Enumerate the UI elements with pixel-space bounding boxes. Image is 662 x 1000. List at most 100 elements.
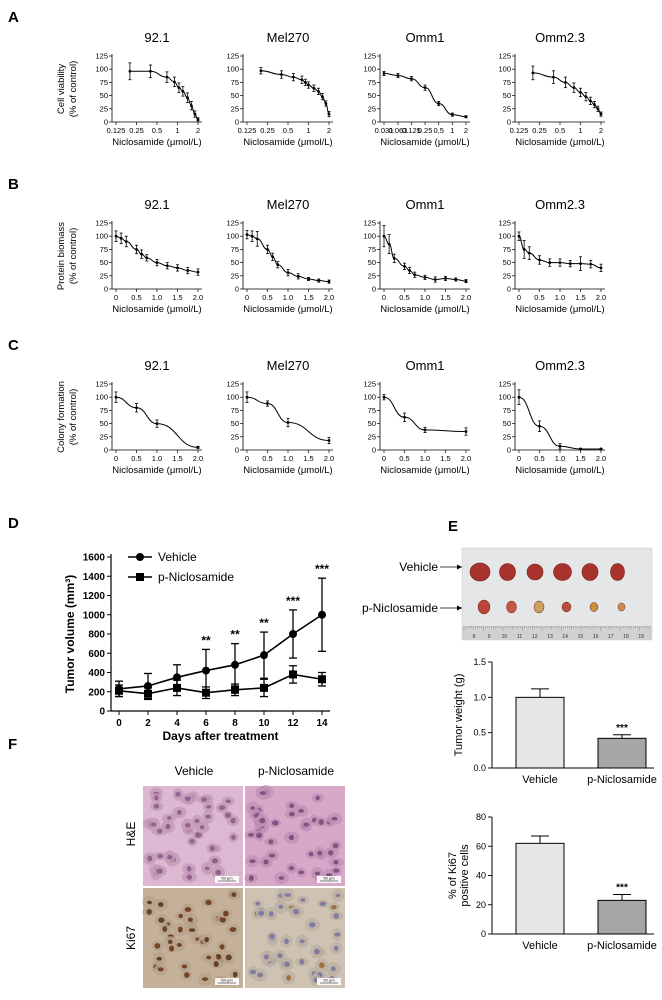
data-point bbox=[145, 256, 149, 260]
y-axis-label-line2: positive cells bbox=[459, 844, 471, 907]
scale-bar-box bbox=[317, 978, 341, 985]
significance-stars: ** bbox=[230, 628, 240, 642]
nucleus bbox=[225, 799, 231, 804]
x-tick-label: 0.5 bbox=[283, 126, 293, 135]
data-point bbox=[584, 95, 588, 99]
micro-col-treated: p-Niclosamide bbox=[258, 764, 334, 778]
subplot-title: Mel270 bbox=[267, 197, 310, 212]
y-tick-label: 40 bbox=[476, 871, 486, 881]
nucleus bbox=[184, 972, 190, 978]
y-tick-label: 0.0 bbox=[473, 763, 486, 773]
y-tick-label: 125 bbox=[363, 219, 376, 228]
micrograph-cells: 50 μm 50 μm 50 μm 50 μm bbox=[142, 785, 345, 988]
data-point bbox=[300, 78, 304, 82]
ruler-number: 8 bbox=[473, 634, 476, 640]
nucleus bbox=[298, 809, 304, 813]
data-point bbox=[196, 270, 200, 274]
significance-stars: *** bbox=[616, 723, 628, 734]
data-point bbox=[186, 269, 190, 272]
nucleus bbox=[204, 936, 210, 943]
nucleus bbox=[289, 803, 295, 809]
scale-bar-label: 50 μm bbox=[221, 978, 233, 983]
x-tick-label: 0.125 bbox=[510, 126, 529, 135]
nucleus bbox=[158, 917, 165, 923]
data-point bbox=[245, 395, 249, 399]
micrograph-3: 50 μm bbox=[245, 888, 345, 988]
y-tick-label: 50 bbox=[231, 258, 239, 267]
nucleus bbox=[313, 948, 320, 955]
y-tick-label: 50 bbox=[100, 91, 108, 100]
nucleus bbox=[187, 917, 193, 922]
data-point bbox=[114, 234, 118, 238]
tumor bbox=[477, 599, 491, 615]
y-tick-label: 25 bbox=[368, 432, 376, 441]
y-tick-label: 1200 bbox=[83, 591, 106, 602]
data-point bbox=[177, 86, 181, 90]
nucleus bbox=[229, 927, 237, 932]
x-tick-label: 1.0 bbox=[283, 454, 293, 463]
x-tick-label: 2.0 bbox=[596, 454, 606, 463]
nucleus bbox=[268, 911, 274, 917]
data-point bbox=[266, 402, 269, 405]
nucleus bbox=[178, 926, 183, 933]
data-point bbox=[176, 266, 179, 270]
nucleus bbox=[184, 907, 192, 912]
subplot-title: Omm1 bbox=[406, 197, 445, 212]
nucleus bbox=[199, 825, 205, 830]
x-tick-label: 0 bbox=[382, 454, 386, 463]
y-tick-label: 100 bbox=[95, 65, 108, 74]
data-point bbox=[410, 77, 413, 81]
data-point bbox=[190, 104, 193, 108]
nucleus bbox=[248, 875, 254, 882]
y-tick-label: 75 bbox=[231, 78, 239, 87]
y-tick-label: 75 bbox=[231, 406, 239, 415]
ruler-number: 17 bbox=[608, 634, 614, 640]
significance-stars: ** bbox=[259, 616, 269, 630]
data-point bbox=[307, 277, 310, 281]
panel-d-chart: 0 200 400 600 800 1000 1200 1400 1600 0 2 4 6 8 10 12 14… bbox=[63, 550, 330, 743]
tumor bbox=[589, 602, 599, 612]
y-tick-label: 125 bbox=[95, 52, 108, 61]
data-point bbox=[289, 670, 297, 679]
nucleus bbox=[319, 901, 327, 907]
data-point bbox=[579, 262, 582, 266]
x-tick-label: 12 bbox=[287, 718, 299, 729]
nucleus bbox=[263, 859, 269, 865]
data-point bbox=[579, 447, 582, 451]
tumor bbox=[506, 600, 517, 614]
data-point bbox=[437, 102, 441, 105]
nucleus bbox=[335, 893, 341, 898]
nucleus bbox=[268, 853, 276, 858]
series-p-niclosamide bbox=[115, 665, 326, 701]
y-tick-label: 50 bbox=[503, 91, 511, 100]
nucleus bbox=[166, 816, 172, 820]
y-tick-label: 50 bbox=[100, 419, 108, 428]
panel-c-charts: Colony formation (% of control) 92.1 0 25 50 7… bbox=[56, 358, 606, 476]
ruler-number: 10 bbox=[502, 634, 508, 640]
data-point bbox=[115, 686, 123, 695]
subplot-Omm2-3: Omm2.3 0 25 50 75 100 125 0 0.5 1.0 1.5 2.0 Niclosam… bbox=[498, 358, 606, 476]
x-tick-label: 0.5 bbox=[131, 293, 141, 302]
arrow-head-treated bbox=[457, 605, 462, 611]
data-point bbox=[408, 269, 412, 272]
subplot-title: 92.1 bbox=[144, 358, 169, 373]
x-tick-label: 2.0 bbox=[324, 454, 334, 463]
x-tick-label: 0.5 bbox=[399, 293, 409, 302]
data-point bbox=[558, 444, 562, 448]
y-tick-label: 25 bbox=[368, 271, 376, 280]
data-point bbox=[599, 447, 603, 451]
tumor bbox=[526, 563, 544, 581]
nucleus bbox=[153, 803, 160, 809]
data-point bbox=[140, 252, 144, 256]
data-point bbox=[202, 688, 210, 697]
x-axis-label: Niclosamide (μmol/L) bbox=[243, 304, 332, 315]
nucleus bbox=[259, 791, 266, 795]
data-point bbox=[260, 651, 268, 660]
data-point bbox=[144, 689, 152, 698]
data-point bbox=[589, 99, 592, 103]
y-tick-label: 20 bbox=[476, 900, 486, 910]
x-tick-label: 2 bbox=[464, 126, 468, 135]
scale-bar-label: 50 μm bbox=[221, 876, 233, 881]
subplot-title: Omm1 bbox=[406, 30, 445, 45]
nucleus bbox=[176, 943, 182, 948]
